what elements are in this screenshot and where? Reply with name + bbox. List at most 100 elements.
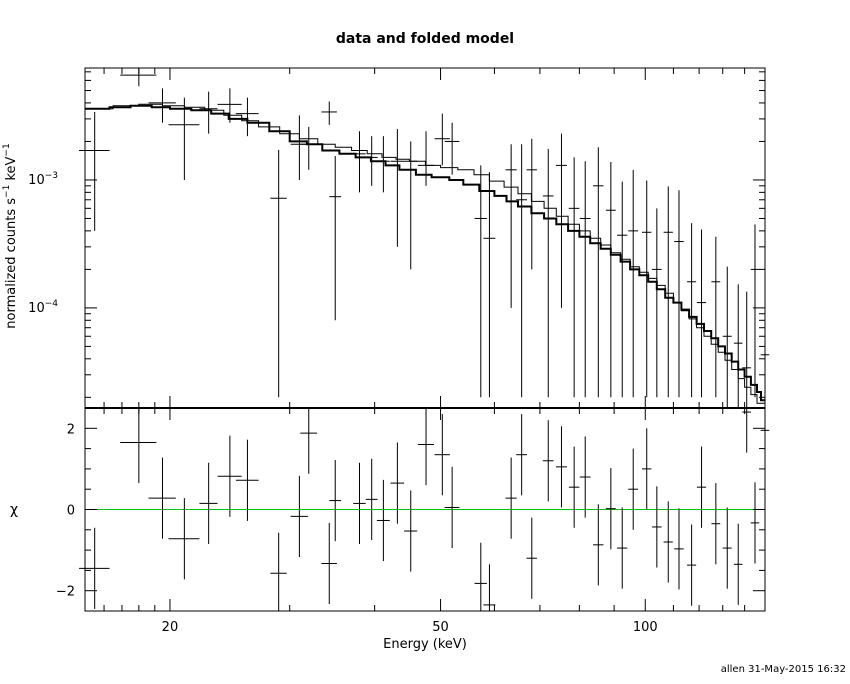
data-point [733, 284, 743, 408]
residual-point [444, 466, 460, 549]
residual-point [365, 458, 378, 540]
data-point [199, 91, 218, 134]
data-point [542, 148, 554, 398]
credit-label: allen 31-May-2015 16:32 [721, 664, 846, 675]
data-point [270, 149, 287, 398]
residual-point [417, 408, 434, 486]
data-point [605, 162, 616, 398]
residual-point [711, 483, 721, 565]
residual-point [79, 527, 110, 609]
y-tick-label: 2 [67, 422, 75, 437]
data-point [120, 68, 157, 87]
data-point [376, 136, 390, 193]
x-tick-label: 100 [633, 620, 658, 635]
bottom-y-axis-label: χ [10, 502, 18, 518]
data-point [568, 157, 580, 398]
data-point [651, 208, 662, 398]
residual-point [605, 468, 616, 550]
y-tick-label: 10−4 [28, 299, 58, 316]
residual-point [199, 462, 218, 545]
data-point [483, 172, 496, 398]
data-point [290, 115, 308, 180]
data-point [696, 229, 707, 398]
data-point [168, 97, 200, 180]
x-tick-label: 50 [432, 620, 449, 635]
data-point [579, 161, 591, 398]
data-point [217, 88, 242, 123]
residual-point [687, 524, 697, 606]
top-panel: 10−3 10−4 [28, 67, 770, 420]
y-tick-label: 10−3 [28, 171, 58, 188]
data-point [434, 113, 450, 166]
residual-point [568, 446, 580, 528]
data-point [687, 223, 697, 398]
residual-point [120, 408, 157, 484]
residual-point [329, 459, 342, 542]
residual-point [434, 414, 450, 496]
residual-point [579, 436, 591, 518]
data-point [617, 181, 628, 398]
residual-point [555, 426, 567, 508]
data-point [417, 131, 434, 186]
data-point [663, 186, 673, 398]
data-point [641, 180, 652, 398]
residual-point [217, 435, 242, 517]
chart-title: data and folded model [336, 31, 514, 47]
data-point [722, 266, 732, 408]
residual-point [505, 457, 517, 539]
y-tick-label: −2 [56, 585, 75, 600]
residual-point [404, 490, 418, 572]
data-point [474, 165, 487, 398]
data-point [300, 126, 317, 170]
data-point [555, 133, 567, 308]
model-step-line-2 [85, 103, 765, 404]
residual-point [290, 475, 308, 558]
residual-point [376, 479, 390, 562]
residual-point [733, 523, 743, 605]
x-tick-label: 20 [162, 620, 179, 635]
data-point [526, 138, 537, 270]
residual-point [353, 462, 366, 545]
residual-point [542, 420, 554, 502]
residual-point [722, 507, 732, 589]
residual-point [300, 408, 317, 474]
data-point [353, 131, 366, 193]
residual-point [321, 522, 337, 605]
data-point [365, 136, 378, 186]
residual-point [474, 542, 487, 611]
residual-point [483, 564, 496, 611]
residual-point [641, 428, 652, 510]
data-point [674, 190, 684, 398]
bottom-panel: 20−220 50 100 [56, 407, 770, 635]
y-tick-label: 0 [67, 504, 75, 519]
data-point [711, 236, 721, 398]
data-point [593, 147, 604, 398]
residual-point [742, 408, 752, 453]
residual-point [270, 532, 287, 611]
residual-point [516, 414, 527, 496]
data-point [750, 224, 760, 398]
data-point [148, 88, 176, 123]
model-step-line-1 [85, 104, 765, 402]
residual-point [750, 482, 760, 564]
residual-point [696, 446, 707, 528]
data-point [628, 169, 639, 398]
residual-point [663, 501, 673, 583]
data-point [235, 97, 259, 137]
residual-point [168, 498, 200, 580]
residual-point [593, 504, 604, 586]
data-point [390, 129, 405, 247]
data-point [742, 291, 752, 408]
top-y-axis-label: normalized counts s−1 keV−1 [2, 143, 19, 328]
data-point [444, 122, 460, 175]
residual-point [526, 517, 537, 599]
data-point [505, 144, 517, 308]
residual-point [674, 508, 684, 590]
residual-point [235, 439, 259, 521]
residual-point [617, 507, 628, 589]
x-axis-label: Energy (keV) [383, 637, 467, 652]
top-plot-frame [84, 67, 766, 409]
data-point [321, 101, 337, 125]
